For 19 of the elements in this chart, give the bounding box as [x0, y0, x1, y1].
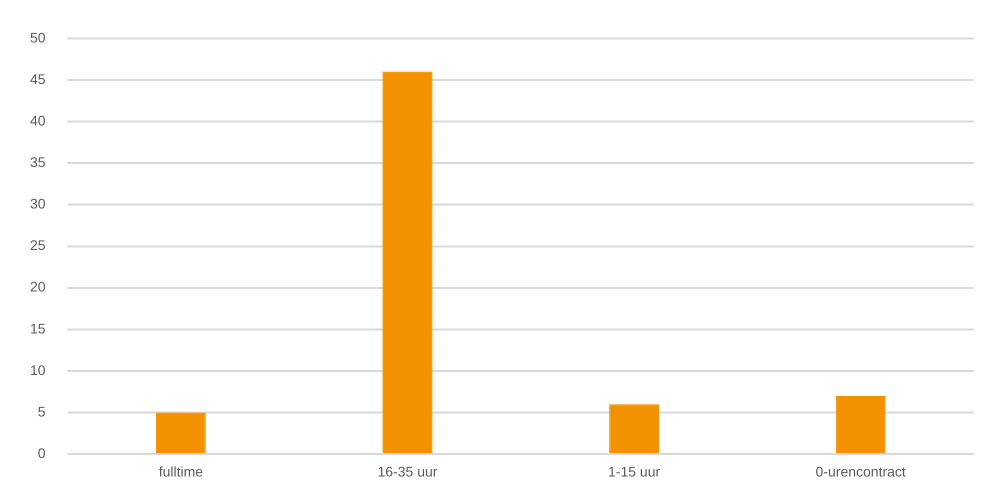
bar	[156, 412, 206, 454]
y-tick-label: 40	[30, 112, 46, 128]
x-tick-label: fulltime	[158, 463, 204, 480]
y-tick-label: 30	[30, 196, 46, 212]
bar	[836, 396, 886, 454]
x-tick-label: 0-urencontract	[816, 463, 906, 480]
y-tick-label: 45	[30, 70, 46, 87]
bar	[609, 404, 660, 454]
y-tick-label: 10	[30, 362, 46, 378]
y-tick-label: 35	[30, 154, 46, 170]
y-tick-label: 20	[30, 278, 46, 295]
y-tick-label: 15	[30, 320, 46, 336]
y-tick-label: 50	[30, 29, 46, 46]
y-tick-label: 5	[38, 403, 46, 420]
y-tick-label: 25	[30, 237, 46, 254]
x-tick-label: 1-15 uur	[608, 463, 660, 480]
x-tick-label: 16-35 uur	[378, 463, 438, 480]
y-tick-label: 0	[38, 445, 46, 462]
bar	[382, 72, 432, 454]
